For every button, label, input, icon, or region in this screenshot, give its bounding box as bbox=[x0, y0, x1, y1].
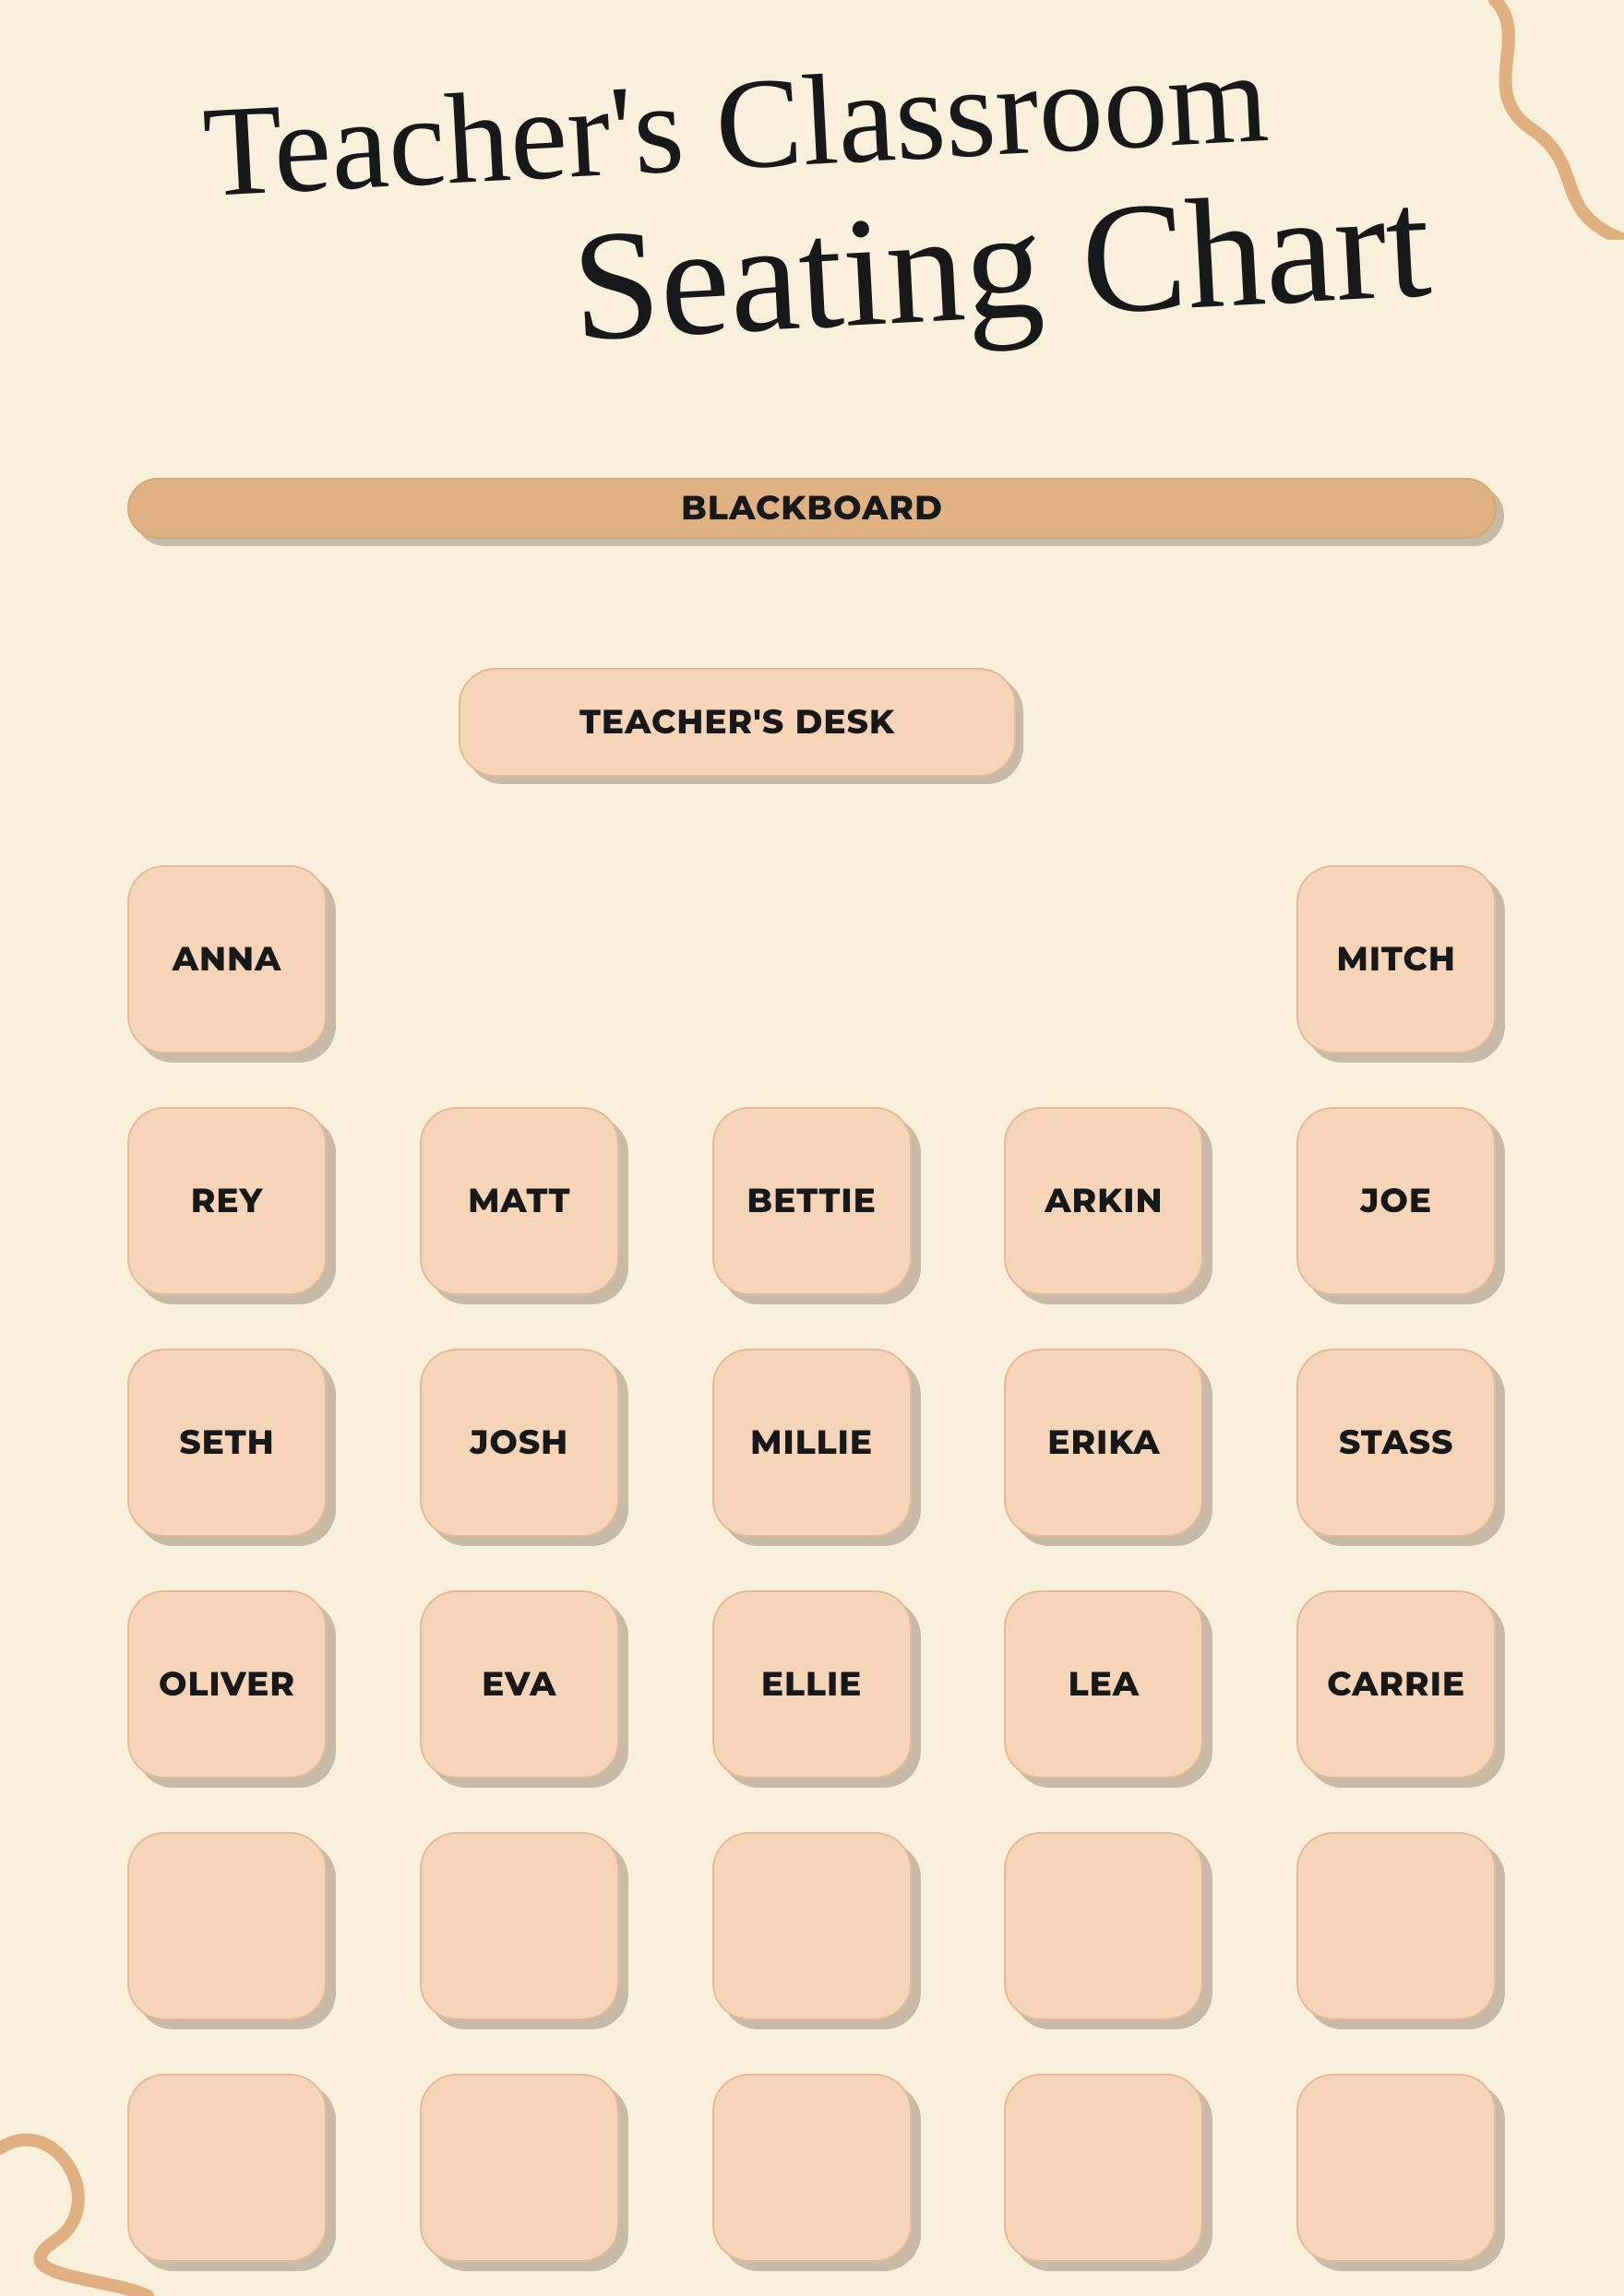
seat: JOSH bbox=[420, 1349, 619, 1537]
seat-cell: MITCH bbox=[1296, 865, 1496, 1053]
seat-label: EVA bbox=[482, 1664, 556, 1705]
seat-cell bbox=[712, 1832, 912, 2020]
teacher-desk-label: TEACHER'S DESK bbox=[579, 702, 895, 743]
seat-label: ANNA bbox=[173, 939, 282, 980]
seat-label: JOE bbox=[1360, 1181, 1432, 1221]
seat: BETTIE bbox=[712, 1107, 912, 1295]
seat-label: ARKIN bbox=[1045, 1181, 1163, 1221]
seat-cell: REY bbox=[127, 1107, 327, 1295]
seat: ERIKA bbox=[1004, 1349, 1203, 1537]
seat: MATT bbox=[420, 1107, 619, 1295]
seat bbox=[127, 1832, 327, 2020]
seat-cell: JOE bbox=[1296, 1107, 1496, 1295]
seat-label: JOSH bbox=[470, 1422, 568, 1463]
seat-cell: MATT bbox=[420, 1107, 619, 1295]
seat-label: CARRIE bbox=[1327, 1664, 1465, 1705]
seat bbox=[420, 2074, 619, 2262]
seat: SETH bbox=[127, 1349, 327, 1537]
seat-cell: BETTIE bbox=[712, 1107, 912, 1295]
seat-cell: MILLIE bbox=[712, 1349, 912, 1537]
seat-label: MITCH bbox=[1337, 939, 1456, 980]
seat-label: REY bbox=[191, 1181, 264, 1221]
seat-label: MATT bbox=[468, 1181, 570, 1221]
seat-label: ELLIE bbox=[761, 1664, 863, 1705]
squiggle-top-right bbox=[1421, 0, 1624, 240]
seat bbox=[127, 2074, 327, 2262]
seat-label: OLIVER bbox=[159, 1664, 295, 1705]
seat: MITCH bbox=[1296, 865, 1496, 1053]
seat-label: ERIKA bbox=[1047, 1422, 1160, 1463]
seat-cell: STASS bbox=[1296, 1349, 1496, 1537]
seat-cell bbox=[712, 2074, 912, 2262]
seat-cell bbox=[1004, 865, 1203, 1053]
blackboard: BLACKBOARD bbox=[127, 478, 1497, 539]
seat: MILLIE bbox=[712, 1349, 912, 1537]
seat-cell bbox=[127, 2074, 327, 2262]
seating-grid: ANNA MITCH REY MATT BETTIE ARKIN JOE SETH JOSH MI… bbox=[127, 865, 1497, 2262]
seat-label: MILLIE bbox=[750, 1422, 873, 1463]
seat-cell bbox=[1004, 2074, 1203, 2262]
seat-label: STASS bbox=[1339, 1422, 1453, 1463]
blackboard-label: BLACKBOARD bbox=[681, 488, 943, 529]
seat-cell bbox=[1004, 1832, 1203, 2020]
seat: ARKIN bbox=[1004, 1107, 1203, 1295]
seat bbox=[712, 2074, 912, 2262]
seat-cell: ERIKA bbox=[1004, 1349, 1203, 1537]
seat: REY bbox=[127, 1107, 327, 1295]
seat bbox=[1004, 1832, 1203, 2020]
seat: ELLIE bbox=[712, 1590, 912, 1779]
seat-cell bbox=[712, 865, 912, 1053]
seat bbox=[1004, 2074, 1203, 2262]
seat-cell: OLIVER bbox=[127, 1590, 327, 1779]
seat: ANNA bbox=[127, 865, 327, 1053]
seat: STASS bbox=[1296, 1349, 1496, 1537]
seat-label: SETH bbox=[179, 1422, 274, 1463]
seat-cell: ANNA bbox=[127, 865, 327, 1053]
seat: LEA bbox=[1004, 1590, 1203, 1779]
seat-cell: CARRIE bbox=[1296, 1590, 1496, 1779]
seat: JOE bbox=[1296, 1107, 1496, 1295]
seat bbox=[420, 1832, 619, 2020]
seat-label: LEA bbox=[1069, 1664, 1140, 1705]
seat: OLIVER bbox=[127, 1590, 327, 1779]
seat-cell: LEA bbox=[1004, 1590, 1203, 1779]
seat-cell bbox=[420, 865, 619, 1053]
seat-cell: JOSH bbox=[420, 1349, 619, 1537]
seat-label: BETTIE bbox=[746, 1181, 876, 1221]
seat-cell bbox=[1296, 2074, 1496, 2262]
seat bbox=[1296, 2074, 1496, 2262]
seat bbox=[712, 1832, 912, 2020]
seat bbox=[1296, 1832, 1496, 2020]
seat-cell bbox=[127, 1832, 327, 2020]
seat-cell bbox=[420, 2074, 619, 2262]
seat-cell bbox=[420, 1832, 619, 2020]
seat-cell: SETH bbox=[127, 1349, 327, 1537]
seat-cell: EVA bbox=[420, 1590, 619, 1779]
seat-cell: ELLIE bbox=[712, 1590, 912, 1779]
seat-cell: ARKIN bbox=[1004, 1107, 1203, 1295]
seat: EVA bbox=[420, 1590, 619, 1779]
seat: CARRIE bbox=[1296, 1590, 1496, 1779]
teacher-desk: TEACHER'S DESK bbox=[459, 668, 1016, 777]
seat-cell bbox=[1296, 1832, 1496, 2020]
